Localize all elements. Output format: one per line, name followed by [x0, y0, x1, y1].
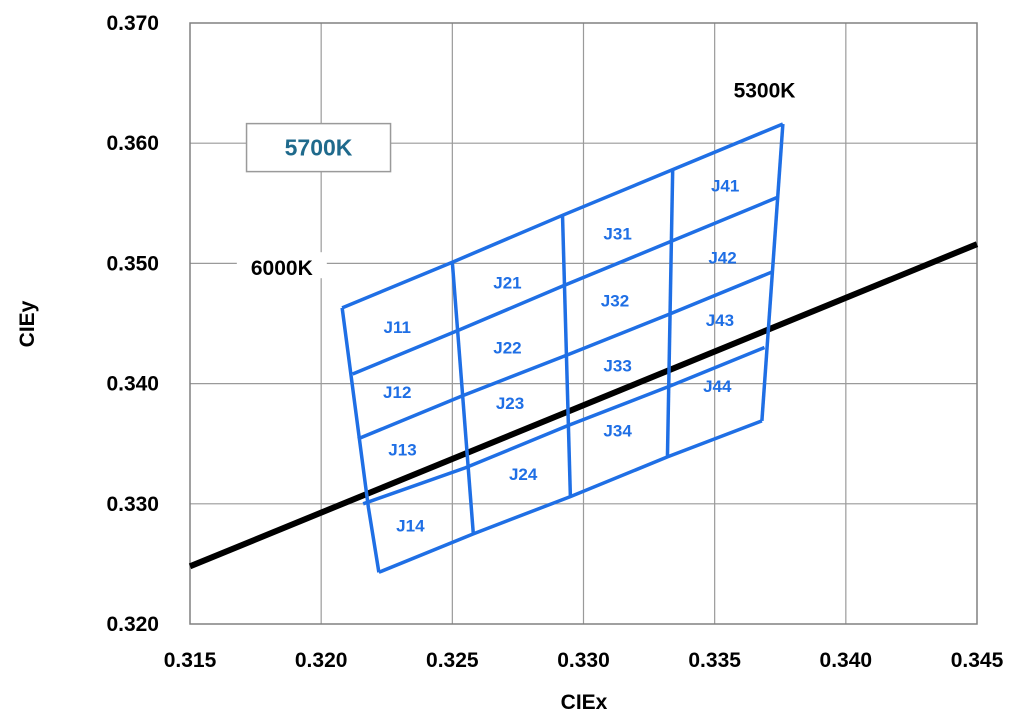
bin-label: J13: [388, 441, 416, 460]
y-tick-label: 0.340: [106, 373, 159, 396]
bin-label: J34: [603, 421, 632, 440]
x-tick-label: 0.330: [557, 649, 610, 672]
bin-label: J43: [706, 311, 734, 330]
bin-label: J22: [493, 339, 521, 358]
annotation-label: 6000K: [251, 257, 313, 280]
y-tick-label: 0.320: [106, 613, 159, 636]
bin-labels: J11 J12 J13 J14 J21 J22 J23 J24 J31 J32 J33 J34 J41 J…: [383, 176, 739, 535]
x-axis-title: CIEx: [561, 691, 608, 714]
planckian-locus: [188, 241, 979, 570]
bin-label: J14: [396, 516, 425, 535]
annotation-background: [719, 74, 810, 101]
bin-grid: [340, 122, 785, 574]
bin-label: J42: [708, 248, 736, 267]
locus-line: [188, 241, 979, 570]
x-tick-label: 0.340: [820, 649, 873, 672]
y-tick-labels: 0.320 0.330 0.340 0.350 0.360 0.370: [106, 12, 159, 636]
bin-column-boundary: [560, 215, 573, 497]
bin-label: J32: [601, 292, 629, 311]
bin-label: J33: [603, 357, 631, 376]
bin-row-boundary: [362, 345, 766, 506]
annotations: 6000K 5300K 5700K: [236, 74, 810, 280]
bin-column-boundary: [665, 169, 675, 457]
bin-label: J44: [703, 377, 732, 396]
x-tick-labels: 0.315 0.320 0.325 0.330 0.335 0.340 0.345: [164, 649, 1004, 672]
y-tick-label: 0.360: [106, 132, 159, 155]
x-tick-label: 0.345: [951, 649, 1004, 672]
bin-label: J31: [603, 224, 631, 243]
bin-column-boundary: [340, 307, 381, 573]
plot-area-frame: [189, 22, 978, 625]
x-tick-label: 0.325: [426, 649, 479, 672]
x-tick-label: 0.315: [164, 649, 217, 672]
x-tick-label: 0.335: [688, 649, 741, 672]
annotation-label: 5300K: [734, 79, 796, 102]
y-tick-label: 0.350: [106, 252, 159, 275]
x-tick-label: 0.320: [295, 649, 348, 672]
bin-label: J12: [383, 383, 411, 402]
bin-column-boundary: [450, 262, 476, 534]
y-axis-title: CIEy: [16, 300, 39, 347]
annotation-background: [236, 252, 327, 279]
bin-label: J21: [493, 274, 521, 293]
bin-label: J41: [711, 176, 739, 195]
bin-label: J24: [509, 465, 538, 484]
annotation-label: 5700K: [285, 135, 353, 161]
bin-column-boundary: [760, 123, 785, 421]
y-tick-label: 0.370: [106, 12, 159, 35]
y-tick-label: 0.330: [106, 493, 159, 516]
bin-label: J11: [384, 318, 411, 337]
bin-label: J23: [496, 394, 524, 413]
grid-lines: [190, 23, 977, 624]
annotation-box: [245, 122, 392, 173]
